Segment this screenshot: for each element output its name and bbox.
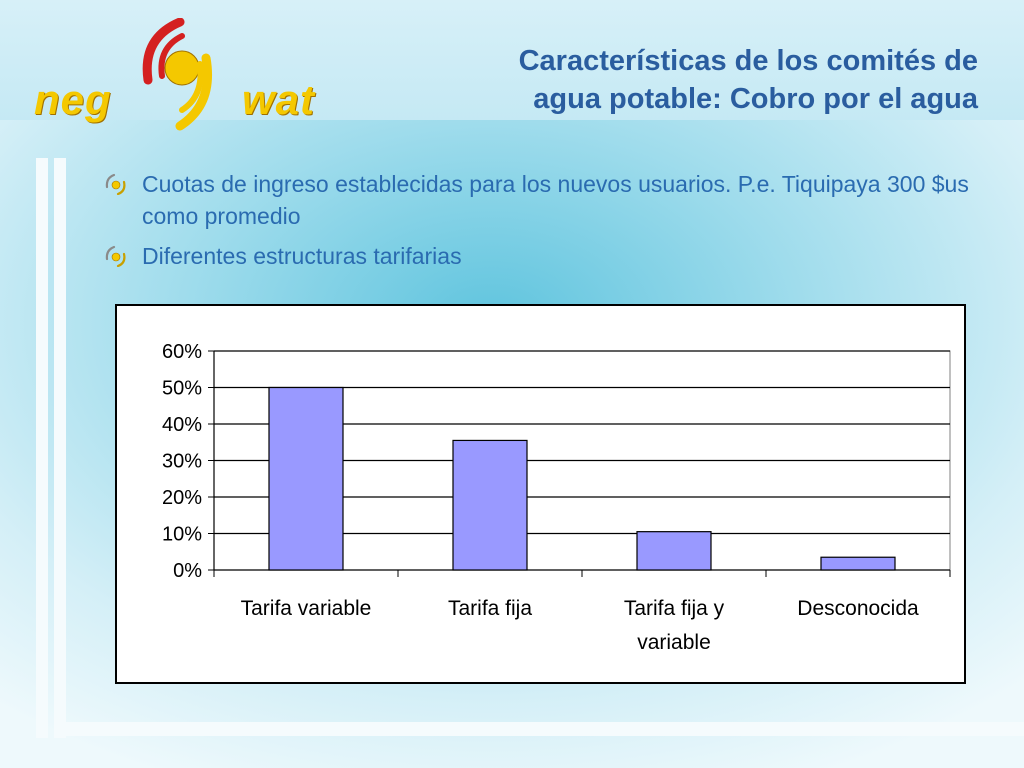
bar	[820, 556, 896, 571]
page-title-line-2: agua potable: Cobro por el agua	[533, 83, 978, 115]
bullet-item: Diferentes estructuras tarifarias	[102, 240, 982, 272]
x-tick-label: Tarifa fija	[448, 597, 532, 620]
y-tick-label: 30%	[162, 451, 202, 473]
x-tick-label: Desconocida	[797, 597, 919, 620]
logo-text-right: wat	[242, 76, 316, 123]
decor-bar-left-1	[36, 158, 48, 738]
negowat-logo: neg wat	[30, 18, 340, 138]
bar-chart: 0% 10% 20% 30% 40% 50% 60% Tarifa variable Tarif…	[115, 304, 966, 684]
logo-text-left: neg	[34, 76, 112, 123]
bar-chart-svg: 0% 10% 20% 30% 40% 50% 60% Tarifa variable Tarif…	[162, 341, 951, 654]
y-tick-label: 0%	[173, 560, 202, 582]
bar	[636, 531, 712, 571]
bullet-text: Diferentes estructuras tarifarias	[142, 243, 462, 269]
x-tick-label: variable	[637, 631, 711, 654]
bar	[452, 439, 528, 571]
logo-swoosh-icon	[142, 18, 213, 131]
x-tick-label: Tarifa variable	[241, 597, 372, 620]
swirl-bullet-icon	[105, 173, 126, 195]
bullet-item: Cuotas de ingreso establecidas para los …	[102, 168, 982, 232]
x-tick-label: Tarifa fija y	[624, 597, 725, 620]
bullet-text: Cuotas de ingreso establecidas para los …	[142, 171, 969, 229]
decor-bar-bottom	[66, 722, 1024, 736]
bullet-list: Cuotas de ingreso establecidas para los …	[102, 168, 982, 280]
y-tick-label: 20%	[162, 487, 202, 509]
page-title: Características de los comités de agua p…	[378, 42, 978, 118]
y-tick-label: 10%	[162, 524, 202, 546]
y-tick-label: 40%	[162, 414, 202, 436]
y-tick-label: 60%	[162, 341, 202, 363]
decor-bar-left-2	[54, 158, 66, 738]
y-tick-label: 50%	[162, 378, 202, 400]
page-title-line-1: Características de los comités de	[518, 45, 978, 77]
swirl-bullet-icon	[105, 245, 126, 267]
bar	[268, 386, 344, 571]
